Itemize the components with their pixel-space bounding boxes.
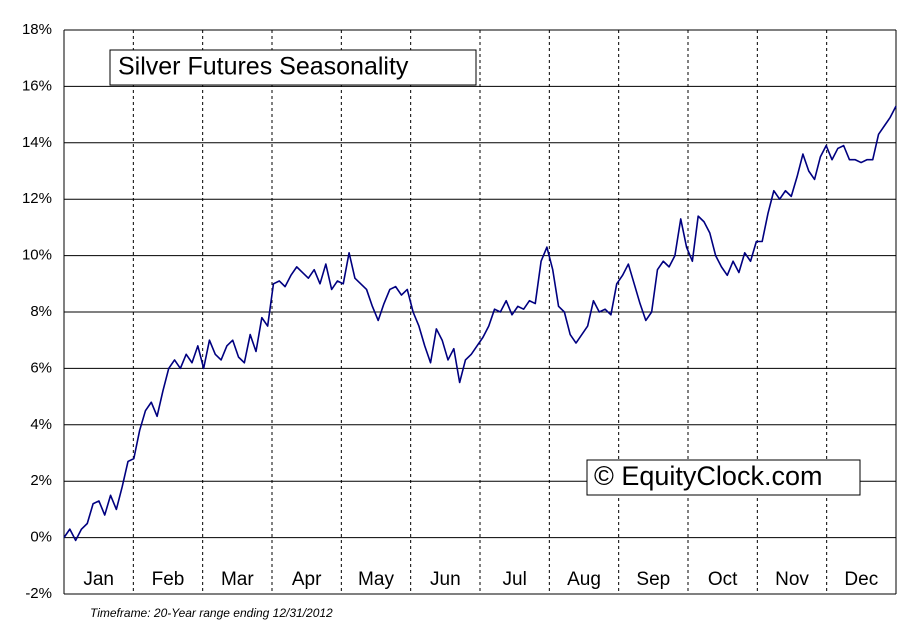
y-tick-label: 18% bbox=[22, 21, 52, 38]
watermark-box bbox=[586, 459, 861, 496]
x-tick-label: Jul bbox=[503, 569, 527, 590]
x-tick-label: Aug bbox=[567, 569, 601, 590]
x-tick-label: Mar bbox=[221, 569, 254, 590]
y-tick-label: 12% bbox=[22, 190, 52, 207]
y-tick-label: 4% bbox=[30, 416, 52, 433]
y-tick-label: 16% bbox=[22, 77, 52, 94]
watermark: © EquityClock.com bbox=[594, 461, 822, 491]
data-line bbox=[63, 105, 897, 542]
x-tick-label: May bbox=[358, 569, 394, 590]
chart-title: Silver Futures Seasonality bbox=[118, 53, 409, 81]
y-tick-label: 6% bbox=[30, 359, 52, 376]
x-tick-label: Sep bbox=[636, 569, 670, 590]
x-tick-label: Nov bbox=[775, 569, 809, 590]
x-tick-label: Jan bbox=[83, 569, 114, 590]
y-tick-label: 10% bbox=[22, 247, 52, 264]
x-tick-label: Dec bbox=[844, 569, 878, 590]
title-box bbox=[109, 49, 477, 86]
x-tick-label: Feb bbox=[152, 569, 185, 590]
y-tick-label: 14% bbox=[22, 134, 52, 151]
y-tick-label: 8% bbox=[30, 303, 52, 320]
x-tick-label: Apr bbox=[292, 569, 322, 590]
y-tick-label: 2% bbox=[30, 472, 52, 489]
x-tick-label: Jun bbox=[430, 569, 461, 590]
plot bbox=[63, 105, 897, 542]
y-tick-label: -2% bbox=[25, 585, 52, 602]
footnote: Timeframe: 20-Year range ending 12/31/20… bbox=[90, 606, 333, 620]
x-tick-label: Oct bbox=[708, 569, 738, 590]
y-tick-label: 0% bbox=[30, 529, 52, 546]
grid bbox=[63, 29, 897, 595]
